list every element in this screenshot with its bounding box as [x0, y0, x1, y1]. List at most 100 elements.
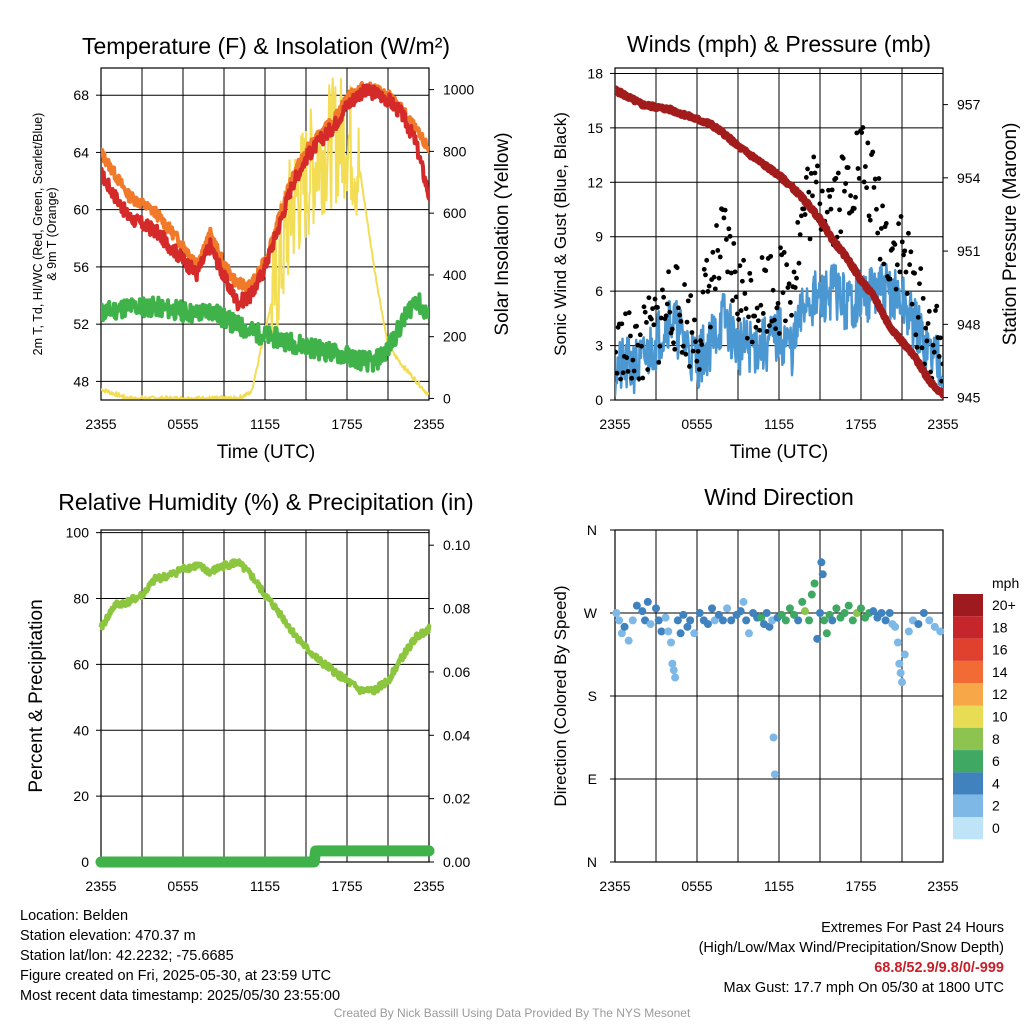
wind-direction-point — [654, 616, 663, 625]
temp-2m-line — [101, 83, 429, 312]
gust-point — [747, 270, 753, 276]
gust-point — [684, 319, 690, 325]
wind-xlabel: Time (UTC) — [730, 442, 829, 463]
temp-y2tick-label: 400 — [443, 267, 467, 283]
gust-point — [726, 226, 732, 232]
wind-direction-point — [620, 622, 629, 631]
gust-point — [877, 256, 883, 262]
wind-direction-point — [769, 733, 778, 742]
gust-point — [625, 368, 631, 374]
wind-ylabel: Sonic Wind & Gust (Blue, Black) — [551, 112, 570, 356]
temp-y2label: Solar Insolation (Yellow) — [492, 132, 513, 335]
credit-text: Created By Nick Bassill Using Data Provi… — [333, 1006, 691, 1020]
gust-point — [930, 342, 936, 348]
temp-frame — [100, 67, 430, 401]
gust-point — [801, 206, 807, 212]
gust-point — [651, 322, 657, 328]
gust-point — [775, 300, 781, 306]
wind-direction-point — [686, 616, 695, 625]
gust-point — [629, 375, 635, 381]
wind-direction-point — [615, 616, 624, 625]
gust-point — [676, 305, 681, 311]
gust-point — [631, 368, 637, 374]
gust-point — [620, 370, 626, 376]
wind-ytick-label: 9 — [595, 229, 603, 245]
gust-point — [880, 203, 885, 209]
temp-ytick-label: 52 — [73, 316, 89, 332]
gust-point — [774, 305, 780, 311]
wind-direction-point — [800, 607, 809, 616]
gust-point — [854, 130, 860, 136]
wind-ytick-label: 0 — [595, 392, 603, 408]
gust-point — [623, 311, 628, 317]
gust-point — [626, 310, 632, 316]
gust-point — [634, 323, 639, 329]
rh-y2tick-label: 0.06 — [443, 664, 470, 680]
temp-ytick-label: 64 — [73, 144, 89, 160]
wind-direction-point — [881, 616, 890, 625]
wind-direction-point — [844, 601, 853, 610]
wind-direction-point — [669, 666, 678, 675]
wind-direction-point — [891, 622, 900, 631]
gust-point — [730, 298, 735, 303]
wind-ytick-label: 3 — [595, 338, 603, 354]
gust-point — [672, 346, 678, 352]
temp-y2tick-label: 0 — [443, 390, 451, 406]
dir-xtick-label: 1755 — [845, 878, 876, 894]
wind-direction-point — [744, 629, 753, 638]
gust-point — [926, 308, 932, 314]
rh-xtick-label: 1155 — [250, 878, 280, 894]
rh-y2tick-label: 0.04 — [443, 727, 470, 743]
wind-direction-point — [667, 638, 676, 647]
gust-point — [715, 248, 721, 253]
gust-point — [867, 217, 873, 223]
rh-y2tick-label: 0.08 — [443, 601, 470, 617]
wind-direction-point — [857, 604, 865, 613]
gust-point — [679, 350, 685, 355]
wind-direction-point — [695, 609, 704, 617]
gust-point — [650, 306, 655, 312]
rh-series — [95, 558, 435, 868]
colorbar-label: 10 — [992, 709, 1008, 725]
gust-point — [920, 295, 926, 301]
wind-direction-point — [848, 616, 857, 625]
rh-ylabel: Percent & Precipitation — [26, 599, 47, 792]
gust-point — [656, 359, 662, 365]
gust-point — [812, 170, 818, 176]
gust-point — [795, 219, 801, 225]
colorbar-swatch — [953, 683, 983, 706]
gust-point — [912, 270, 917, 276]
wind-direction-point — [790, 610, 799, 619]
gust-point — [660, 287, 665, 293]
colorbar-title: mph — [992, 575, 1019, 591]
wind-direction-point — [718, 616, 727, 625]
gust-point — [893, 286, 899, 292]
gust-point — [694, 358, 700, 364]
gust-point — [688, 293, 694, 299]
wind-direction-point — [664, 627, 673, 636]
gust-point — [737, 263, 743, 269]
gust-point — [871, 185, 877, 190]
gust-point — [853, 194, 858, 200]
wind-direction-point — [668, 659, 677, 668]
dir-xtick-label: 2355 — [927, 878, 958, 894]
gust-point — [931, 349, 937, 355]
gust-point — [892, 242, 898, 247]
gust-point — [773, 326, 778, 332]
precipitation-line — [95, 845, 435, 868]
gust-point — [861, 179, 867, 185]
colorbar-label: 8 — [992, 731, 1000, 747]
gust-point — [735, 311, 740, 317]
wind-direction-point — [628, 616, 637, 625]
pressure-line — [615, 85, 943, 399]
colorbar-swatch — [953, 594, 983, 617]
recent-text: Most recent data timestamp: 2025/05/30 2… — [20, 988, 341, 1004]
gust-point — [678, 318, 684, 324]
gust-point — [667, 309, 673, 315]
gust-point — [753, 324, 759, 330]
wind-direction-point — [683, 622, 692, 631]
gust-point — [746, 314, 751, 320]
rh-ytick-label: 60 — [73, 656, 89, 672]
gust-point — [639, 343, 644, 349]
gust-point — [914, 344, 920, 350]
